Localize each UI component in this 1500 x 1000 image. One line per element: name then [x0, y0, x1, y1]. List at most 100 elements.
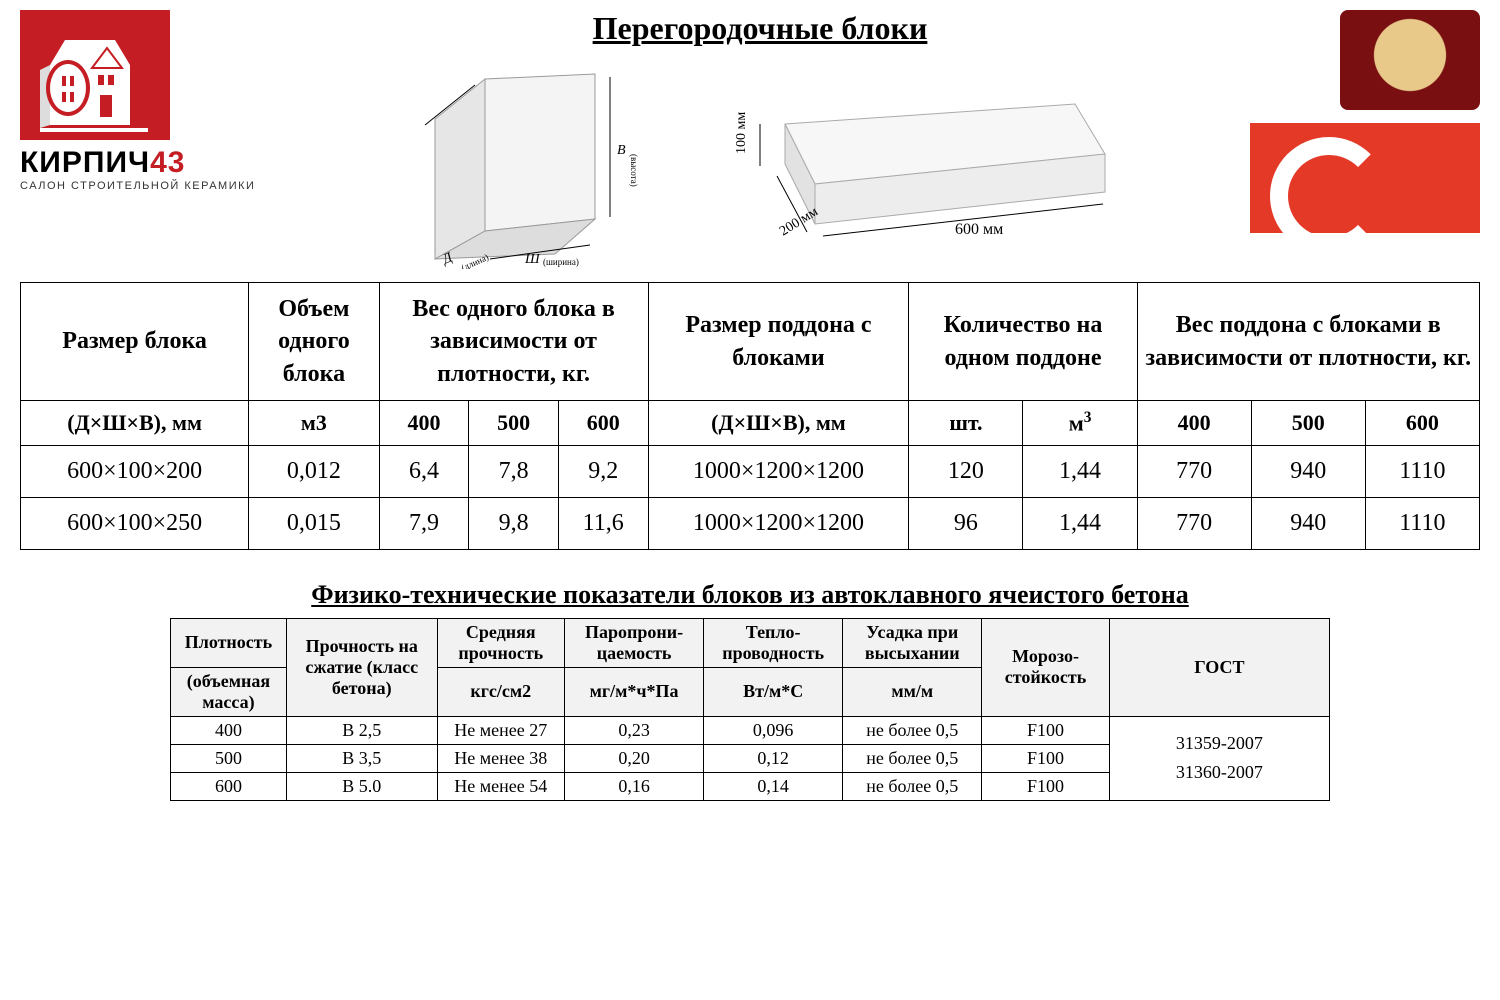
cm-logo-icon [1250, 123, 1480, 233]
h-compress: Прочность на сжатие (класс бетона) [286, 618, 437, 716]
block-diagrams: Д (длина) Ш (ширина) В (высота) 100 мм [300, 59, 1220, 274]
cell: 1000×1200×1200 [648, 445, 909, 497]
sub-pallet-dims: (Д×Ш×В), мм [648, 401, 909, 445]
cell: 600×100×250 [21, 497, 249, 549]
cell: 400 [171, 716, 287, 744]
cell: 9,2 [558, 445, 648, 497]
cell: Не менее 54 [437, 772, 564, 800]
cell: 7,9 [379, 497, 469, 549]
sub-500: 500 [469, 401, 559, 445]
cell: 940 [1251, 497, 1365, 549]
block-diagram-2: 100 мм 200 мм 600 мм [705, 64, 1125, 269]
sub-dims: (Д×Ш×В), мм [21, 401, 249, 445]
cell: B 2,5 [286, 716, 437, 744]
cell: Не менее 38 [437, 744, 564, 772]
cell: 120 [909, 445, 1023, 497]
cell: 600 [171, 772, 287, 800]
sub-400: 400 [379, 401, 469, 445]
gost-cell: 31359-2007 31360-2007 [1109, 716, 1329, 800]
brand-number: 43 [150, 146, 185, 179]
cell: 0,23 [565, 716, 704, 744]
col-block-volume: Объем одного блока [249, 283, 379, 401]
cell: 0,16 [565, 772, 704, 800]
cell: 500 [171, 744, 287, 772]
cell: 1000×1200×1200 [648, 497, 909, 549]
physical-spec-title: Физико-технические показатели блоков из … [20, 580, 1480, 610]
table-row: 600×100×200 0,012 6,4 7,8 9,2 1000×1200×… [21, 445, 1480, 497]
cell: 0,012 [249, 445, 379, 497]
logo-house-icon [20, 10, 170, 140]
h-thermal: Тепло-проводность [704, 618, 843, 667]
cell: 600×100×200 [21, 445, 249, 497]
h-vapor: Паропрони-цаемость [565, 618, 704, 667]
header-row: КИРПИЧ43 САЛОН СТРОИТЕЛЬНОЙ КЕРАМИКИ Пер… [20, 10, 1480, 274]
cell: 1110 [1365, 445, 1479, 497]
svg-text:В: В [617, 143, 626, 158]
cell: 1,44 [1023, 445, 1137, 497]
col-pallet-size: Размер поддона с блоками [648, 283, 909, 401]
logo-kirpich43: КИРПИЧ43 САЛОН СТРОИТЕЛЬНОЙ КЕРАМИКИ [20, 10, 300, 192]
cell: F100 [982, 772, 1109, 800]
sub-p500: 500 [1251, 401, 1365, 445]
col-pallet-qty: Количество на одном поддоне [909, 283, 1137, 401]
sub-600: 600 [558, 401, 648, 445]
cell: 940 [1251, 445, 1365, 497]
cell: не более 0,5 [843, 716, 982, 744]
h-density-sub: (объемная масса) [171, 667, 287, 716]
cell: 770 [1137, 445, 1251, 497]
sub-pcs: шт. [909, 401, 1023, 445]
sub-p400: 400 [1137, 401, 1251, 445]
table-subheader-row: (Д×Ш×В), мм м3 400 500 600 (Д×Ш×В), мм ш… [21, 401, 1480, 445]
cell: 1110 [1365, 497, 1479, 549]
cell: 0,096 [704, 716, 843, 744]
u-shrink: мм/м [843, 667, 982, 716]
h-frost: Морозо-стойкость [982, 618, 1109, 716]
cell: 11,6 [558, 497, 648, 549]
cell: 0,015 [249, 497, 379, 549]
main-spec-table: Размер блока Объем одного блока Вес одно… [20, 282, 1480, 550]
svg-text:600 мм: 600 мм [955, 221, 1003, 238]
gost-1: 31359-2007 [1176, 733, 1263, 753]
svg-text:(высота): (высота) [629, 154, 639, 187]
cell: 7,8 [469, 445, 559, 497]
u-thermal: Вт/м*С [704, 667, 843, 716]
table-row: 400 B 2,5 Не менее 27 0,23 0,096 не боле… [171, 716, 1330, 744]
center-header: Перегородочные блоки Д (длина) Ш (ширина… [300, 10, 1220, 274]
u-strength: кгс/см2 [437, 667, 564, 716]
table-row: 600×100×250 0,015 7,9 9,8 11,6 1000×1200… [21, 497, 1480, 549]
cell: не более 0,5 [843, 772, 982, 800]
logos-right [1220, 10, 1480, 238]
brand-text: КИРПИЧ43 [20, 146, 300, 180]
cell: F100 [982, 716, 1109, 744]
col-pallet-weight: Вес поддона с блоками в зависимости от п… [1137, 283, 1479, 401]
cell: B 3,5 [286, 744, 437, 772]
col-block-size: Размер блока [21, 283, 249, 401]
sub-p600: 600 [1365, 401, 1479, 445]
h-avg-strength: Средняя прочность [437, 618, 564, 667]
brand-tagline: САЛОН СТРОИТЕЛЬНОЙ КЕРАМИКИ [20, 180, 300, 192]
svg-text:(ширина): (ширина) [543, 257, 579, 267]
cell: 0,14 [704, 772, 843, 800]
cell: 1,44 [1023, 497, 1137, 549]
cell: 96 [909, 497, 1023, 549]
h-gost: ГОСТ [1109, 618, 1329, 716]
cell: F100 [982, 744, 1109, 772]
brand-main: КИРПИЧ [20, 146, 150, 179]
svg-text:100 мм: 100 мм [734, 112, 749, 154]
cell: 9,8 [469, 497, 559, 549]
physical-spec-table: Плотность Прочность на сжатие (класс бет… [170, 618, 1330, 801]
gost-2: 31360-2007 [1176, 762, 1263, 782]
cell: 0,12 [704, 744, 843, 772]
table-header-row: Размер блока Объем одного блока Вес одно… [21, 283, 1480, 401]
spec-header-row-1: Плотность Прочность на сжатие (класс бет… [171, 618, 1330, 667]
page-title: Перегородочные блоки [300, 10, 1220, 47]
sub-m3: м3 [249, 401, 379, 445]
block-diagram-1: Д (длина) Ш (ширина) В (высота) [395, 59, 665, 274]
sub-m3-2: м3 [1023, 401, 1137, 445]
u-vapor: мг/м*ч*Па [565, 667, 704, 716]
crest-logo-icon [1340, 10, 1480, 110]
cell: 770 [1137, 497, 1251, 549]
cell: 0,20 [565, 744, 704, 772]
h-shrink: Усадка при высыхании [843, 618, 982, 667]
h-density: Плотность [171, 618, 287, 667]
